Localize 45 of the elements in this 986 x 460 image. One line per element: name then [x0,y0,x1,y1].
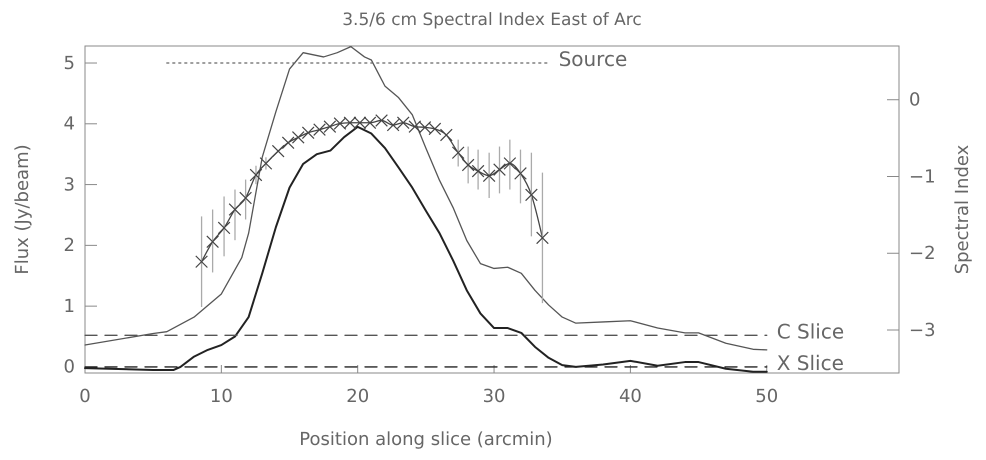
point [228,203,242,216]
y-tick-label: 2 [64,235,75,256]
point [472,164,485,178]
point [536,231,549,244]
y-tick-label: 5 [64,52,75,74]
y-tick-label: 3 [64,174,75,196]
point [282,136,295,150]
series-label: Source [558,47,628,72]
y-tick-label: 0 [64,356,75,378]
point [250,168,262,182]
x-tick-label: 20 [346,386,370,407]
point [440,128,453,142]
point [292,130,305,144]
y2-axis-title: Spectral Index [952,144,973,274]
point [482,169,496,182]
point [195,255,208,268]
y2-tick-label: −1 [909,166,936,188]
point [503,157,516,170]
x-tick-label: 50 [755,386,778,407]
point [462,158,475,172]
point [260,157,272,170]
series-label: C Slice [776,319,844,344]
point [493,163,506,176]
y2-tick-label: −3 [909,320,936,341]
point [452,146,465,160]
point [524,188,538,202]
x-tick-label: 0 [79,386,91,407]
x-tick-label: 10 [210,386,233,407]
point [239,192,252,204]
chart-title: 3.5/6 cm Spectral Index East of Arc [342,10,642,30]
y2-tick-label: 0 [909,89,920,110]
x-axis-title: Position along slice (arcmin) [299,429,553,450]
point [218,222,230,234]
x-tick-label: 40 [618,386,642,407]
y-axis-title: Flux (Jy/beam) [12,144,33,275]
line-series [84,46,768,351]
x-tick-label: 30 [482,386,506,407]
point [323,120,336,134]
point [514,167,527,180]
point [272,144,285,158]
point [206,235,220,248]
y-tick-label: 1 [64,296,75,317]
y2-tick-label: −2 [909,243,936,264]
series-label: X Slice [776,350,844,375]
y-tick-label: 4 [64,114,75,135]
